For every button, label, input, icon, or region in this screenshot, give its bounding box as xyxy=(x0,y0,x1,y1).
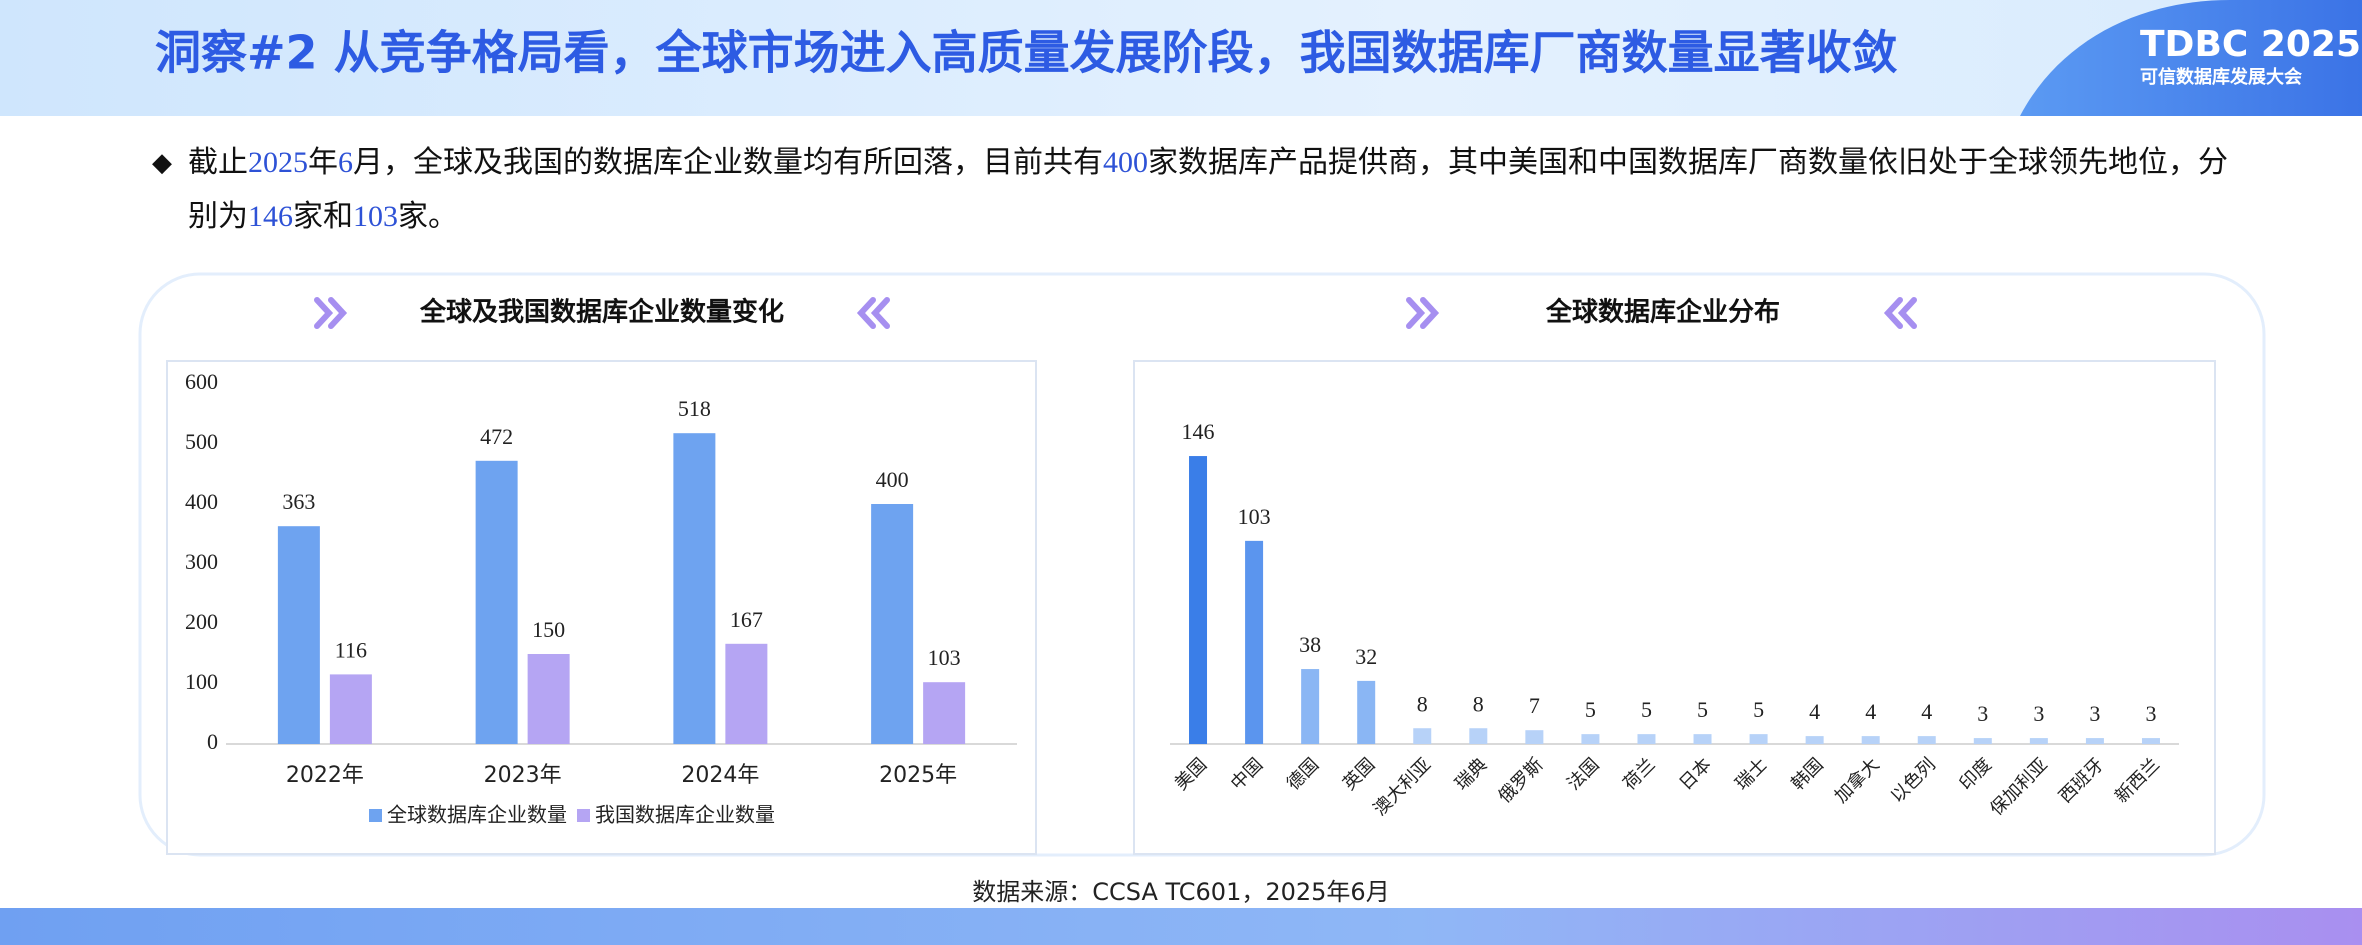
data-label: 5 xyxy=(1753,697,1764,722)
bar xyxy=(1189,456,1208,744)
bar xyxy=(2085,738,2104,744)
bullet-text: 截止2025年6月，全球及我国的数据库企业数量均有所回落，目前共有400家数据库… xyxy=(188,136,2238,244)
data-label: 363 xyxy=(282,489,315,514)
bar xyxy=(1301,669,1320,744)
highlight-number: 146 xyxy=(248,200,293,233)
logo-sub: 可信数据库发展大会 xyxy=(2140,66,2302,88)
highlight-number: 6 xyxy=(338,146,353,179)
data-label: 8 xyxy=(1417,691,1428,716)
data-label: 3 xyxy=(1977,701,1988,726)
bullet-segment: 截止 xyxy=(188,145,248,180)
data-label: 3 xyxy=(2089,701,2100,726)
data-label: 8 xyxy=(1473,691,1484,716)
legend-swatch xyxy=(577,809,590,822)
bar xyxy=(1581,734,1600,744)
data-label: 7 xyxy=(1529,693,1540,718)
bar xyxy=(277,526,320,744)
highlight-number: 400 xyxy=(1103,146,1148,179)
x-tick-label: 2024年 xyxy=(681,763,759,788)
bar xyxy=(1413,728,1432,744)
header-title: 洞察#2 从竞争格局看，全球市场进入高质量发展阶段，我国数据库厂商数量显著收敛 xyxy=(155,26,1898,80)
x-tick-label: 2022年 xyxy=(286,763,364,788)
y-tick-label: 600 xyxy=(185,369,218,394)
header-bg xyxy=(0,0,2362,116)
bar xyxy=(1805,736,1824,744)
bar xyxy=(673,433,716,744)
data-label: 3 xyxy=(2145,701,2156,726)
x-tick-label: 2025年 xyxy=(879,763,957,788)
bar xyxy=(1861,736,1880,744)
y-tick-label: 200 xyxy=(185,609,218,634)
highlight-number: 2025 xyxy=(248,146,308,179)
data-label: 103 xyxy=(1238,504,1271,529)
bar xyxy=(1357,680,1376,744)
data-label: 146 xyxy=(1182,419,1215,444)
bar xyxy=(1917,736,1936,744)
bar xyxy=(923,682,966,744)
y-tick-label: 400 xyxy=(185,489,218,514)
bullet-segment: 月，全球及我国的数据库企业数量均有所回落，目前共有 xyxy=(353,145,1103,180)
bullet-segment: 家。 xyxy=(398,199,458,234)
data-label: 38 xyxy=(1299,632,1321,657)
bullet-segment: 家数据库产品提供商，其中美国和中国数据库厂商数量依旧处于全球领先地位，分别为 xyxy=(188,145,2228,234)
data-label: 400 xyxy=(876,467,909,492)
data-label: 5 xyxy=(1641,697,1652,722)
chart-title: 全球及我国数据库企业数量变化 xyxy=(419,297,784,328)
data-label: 518 xyxy=(678,396,711,421)
data-label: 4 xyxy=(1865,699,1876,724)
bar xyxy=(1245,540,1264,744)
source: 数据来源：CCSA TC601，2025年6月 xyxy=(972,878,1389,906)
header-logo-bg xyxy=(2020,0,2362,116)
bar xyxy=(1469,728,1488,744)
chart-title: 全球数据库企业分布 xyxy=(1545,297,1780,328)
data-label: 103 xyxy=(928,645,961,670)
data-label: 3 xyxy=(2033,701,2044,726)
data-label: 4 xyxy=(1809,699,1820,724)
bullet-marker: ◆ xyxy=(152,148,172,178)
bullet-segment: 家和 xyxy=(293,199,353,234)
chevrons xyxy=(314,297,1917,329)
bar xyxy=(1749,734,1768,744)
legend-swatch xyxy=(369,809,382,822)
legend-label: 全球数据库企业数量 xyxy=(387,803,567,827)
bar xyxy=(1973,738,1992,744)
y-tick-label: 0 xyxy=(207,729,218,754)
bar xyxy=(475,460,518,744)
y-tick-label: 100 xyxy=(185,669,218,694)
highlight-number: 103 xyxy=(353,200,398,233)
bar xyxy=(527,654,570,744)
data-label: 5 xyxy=(1585,697,1596,722)
logo: TDBC 2025 xyxy=(2140,24,2361,65)
data-label: 116 xyxy=(335,637,367,662)
bar xyxy=(1693,734,1712,744)
bar xyxy=(871,504,914,744)
bar xyxy=(725,643,768,744)
data-label: 5 xyxy=(1697,697,1708,722)
y-tick-label: 500 xyxy=(185,429,218,454)
data-label: 472 xyxy=(480,424,513,449)
x-tick-label: 2023年 xyxy=(484,763,562,788)
data-label: 167 xyxy=(730,607,763,632)
bar xyxy=(1525,730,1544,744)
bar xyxy=(1637,734,1656,744)
bar xyxy=(329,674,372,744)
bullet-segment: 年 xyxy=(308,145,338,180)
chart-box xyxy=(1133,360,2216,855)
data-label: 150 xyxy=(532,617,565,642)
data-label: 32 xyxy=(1355,644,1377,669)
y-tick-label: 300 xyxy=(185,549,218,574)
data-label: 4 xyxy=(1921,699,1932,724)
bar xyxy=(2141,738,2160,744)
legend-label: 我国数据库企业数量 xyxy=(595,803,775,827)
bar xyxy=(2029,738,2048,744)
footer-bar xyxy=(0,908,2362,945)
